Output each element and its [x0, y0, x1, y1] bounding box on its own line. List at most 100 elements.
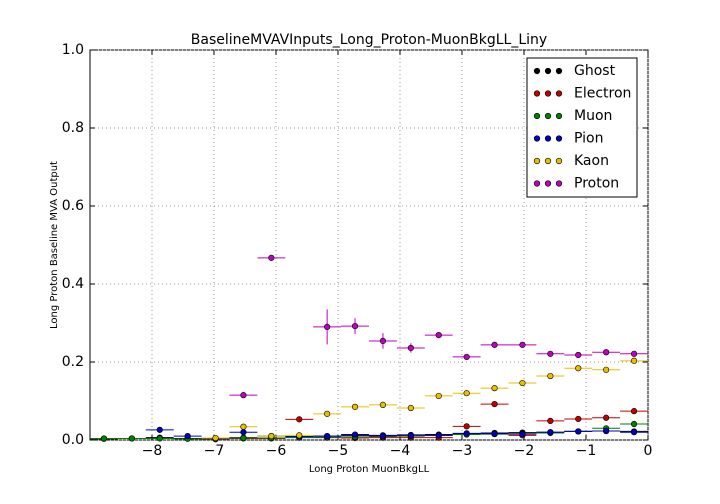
legend-marker [533, 112, 541, 120]
data-point [435, 432, 442, 439]
data-point [324, 433, 331, 440]
x-axis-label: Long Proton MuonBkgLL [309, 464, 430, 475]
data-point [630, 350, 638, 357]
legend-marker [555, 180, 563, 187]
data-point [379, 401, 387, 409]
x-tick-label: 0 [644, 443, 653, 459]
y-tick-label: 0.8 [62, 120, 84, 136]
legend-label: Kaon [574, 153, 609, 169]
y-tick-label: 0.0 [62, 432, 84, 448]
legend-marker [533, 180, 541, 187]
data-point [407, 404, 414, 412]
data-point [519, 341, 526, 348]
y-tick-label: 1.0 [62, 42, 84, 58]
data-point [240, 392, 247, 399]
legend-label: Pion [574, 131, 603, 147]
data-point [630, 420, 638, 428]
x-tick-label: −7 [204, 443, 225, 459]
data-point [351, 323, 359, 330]
plot-frame [89, 49, 649, 441]
data-point [240, 423, 247, 430]
data-point [128, 435, 135, 442]
legend-label: Proton [574, 176, 619, 192]
data-point [407, 344, 414, 352]
data-point [547, 372, 554, 380]
x-tick-label: −5 [328, 443, 349, 459]
x-tick-label: −8 [142, 443, 163, 459]
data-point [575, 415, 582, 423]
data-point [324, 410, 331, 417]
data-point [100, 435, 108, 442]
legend-marker [544, 157, 552, 165]
data-point [630, 408, 638, 415]
y-tick-label: 0.2 [62, 354, 84, 370]
data-point [212, 434, 219, 442]
data-point [575, 365, 582, 372]
data-point [575, 428, 582, 435]
data-point [491, 430, 498, 437]
legend-marker [533, 135, 541, 142]
data-point [379, 337, 387, 345]
data-point [435, 392, 442, 400]
legend-marker [533, 90, 541, 97]
legend-marker [544, 112, 552, 120]
y-tick-label: 0.6 [62, 198, 84, 214]
legend-label: Electron [574, 86, 631, 102]
data-point [491, 341, 498, 348]
data-point [435, 331, 442, 339]
data-point [351, 431, 359, 438]
data-point [603, 349, 610, 356]
data-point [575, 351, 582, 359]
legend-label: Muon [574, 108, 612, 124]
data-point [463, 390, 470, 397]
x-tick-label: −3 [452, 443, 473, 459]
data-point [184, 433, 191, 440]
data-point [156, 435, 163, 442]
legend-marker [533, 157, 541, 165]
legend-marker [544, 180, 552, 187]
legend-label: Ghost [574, 63, 616, 79]
data-point [268, 433, 275, 440]
x-tick-label: −4 [390, 443, 411, 459]
data-point [463, 430, 470, 437]
data-point [463, 353, 470, 361]
data-point [603, 414, 610, 421]
data-point [351, 403, 359, 410]
legend-marker [555, 157, 563, 165]
legend-marker [533, 67, 541, 75]
x-tick-label: −6 [266, 443, 287, 459]
legend-marker [544, 90, 552, 97]
data-point [240, 434, 247, 442]
y-axis-label: Long Proton Baseline MVA Output [49, 161, 60, 329]
legend-marker [555, 135, 563, 142]
x-tick-label: −2 [514, 443, 535, 459]
data-point [547, 429, 554, 436]
data-point [603, 366, 610, 373]
data-point [324, 323, 331, 331]
data-point [240, 429, 247, 436]
data-point [630, 357, 638, 364]
data-point [296, 416, 303, 423]
x-tick-label: −1 [576, 443, 597, 459]
data-point [603, 427, 610, 435]
data-point [519, 431, 526, 438]
data-point [379, 432, 387, 439]
data-point [268, 254, 275, 261]
data-point [547, 417, 554, 424]
chart-title: BaselineMVAVInputs_Long_Proton-MuonBkgLL… [191, 32, 547, 48]
data-point [156, 426, 163, 433]
legend-marker [544, 67, 552, 75]
legend-marker [544, 135, 552, 142]
data-point [407, 432, 414, 439]
y-tick-label: 0.4 [62, 276, 84, 292]
data-point [296, 432, 303, 439]
data-point [491, 385, 498, 392]
data-point [463, 423, 470, 430]
legend-marker [555, 112, 563, 120]
legend-marker [555, 90, 563, 97]
legend-box [526, 57, 638, 198]
data-point [547, 350, 554, 357]
data-point [491, 401, 498, 408]
